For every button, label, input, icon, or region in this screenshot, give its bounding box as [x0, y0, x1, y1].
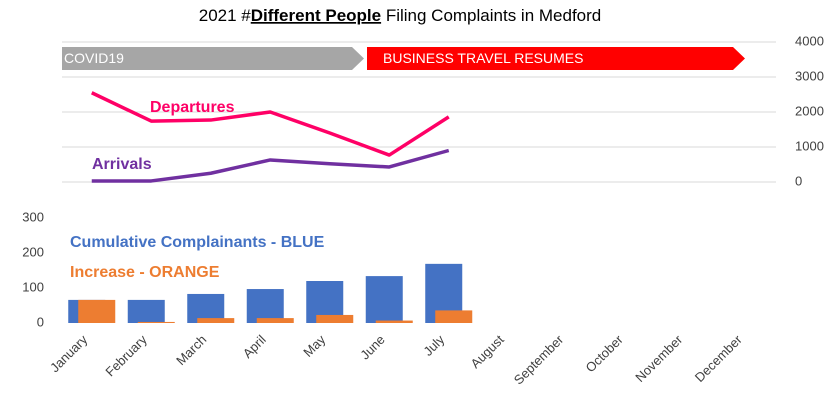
x-tick-label: February — [102, 332, 150, 380]
title-part: 2021 # — [199, 6, 252, 25]
x-tick-label: January — [47, 332, 91, 376]
series-label: Cumulative Complainants - BLUE — [70, 234, 325, 251]
bar — [256, 318, 294, 323]
bar — [127, 299, 165, 323]
annotation-arrow — [367, 47, 745, 70]
y-tick-label: 0 — [37, 314, 44, 329]
x-tick-label: October — [582, 331, 626, 375]
y-tick-label: 0 — [795, 173, 802, 188]
bar — [435, 310, 473, 323]
x-tick-label: May — [300, 332, 328, 360]
bar — [316, 314, 354, 323]
series-label: Arrivals — [92, 156, 152, 173]
bar — [246, 289, 284, 323]
bar — [375, 320, 413, 323]
x-tick-label: August — [468, 332, 507, 371]
y-tick-label: 300 — [22, 209, 44, 224]
annotation-text: COVID19 — [64, 50, 124, 66]
chart-title: 2021 #Different People Filing Complaints… — [199, 6, 602, 25]
bar — [137, 321, 175, 323]
y-tick-label: 200 — [22, 244, 44, 259]
title-part: Different People — [251, 6, 381, 25]
line — [90, 91, 450, 157]
x-tick-label: July — [420, 332, 447, 359]
y-tick-label: 100 — [22, 279, 44, 294]
y-tick-label: 2000 — [795, 103, 824, 118]
y-tick-label: 1000 — [795, 138, 824, 153]
bar — [78, 299, 116, 323]
title-part: Filing Complaints in Medford — [381, 6, 601, 25]
bar — [365, 276, 403, 323]
annotation-text: BUSINESS TRAVEL RESUMES — [383, 50, 583, 66]
series-label: Increase - ORANGE — [70, 264, 220, 281]
x-tick-label: April — [240, 332, 269, 361]
y-tick-label: 4000 — [795, 33, 824, 48]
x-tick-label: June — [357, 332, 388, 363]
series-label: Departures — [150, 99, 235, 116]
annotation-arrow — [62, 47, 364, 70]
bar — [197, 318, 235, 323]
y-tick-label: 3000 — [795, 68, 824, 83]
x-tick-label: March — [173, 332, 209, 368]
x-tick-label: November — [632, 331, 685, 384]
line — [91, 148, 450, 183]
x-tick-label: September — [511, 331, 567, 387]
x-tick-label: December — [692, 331, 745, 384]
